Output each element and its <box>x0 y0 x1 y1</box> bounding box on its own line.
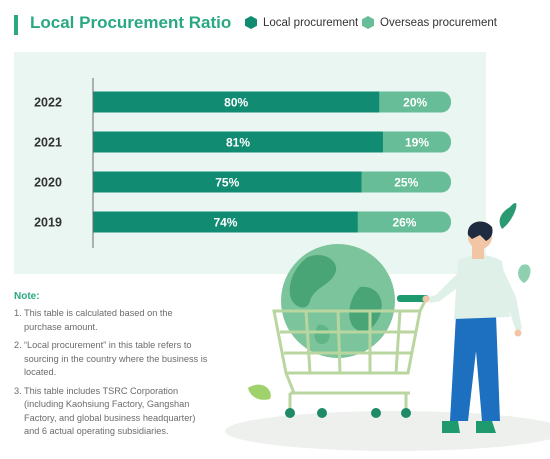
bar-segment-local <box>93 91 380 113</box>
note-item: 1. This table is calculated based on the … <box>14 308 173 332</box>
bar-segment-local <box>93 211 358 233</box>
person-icon <box>422 221 522 433</box>
legend-label-local: Local procurement <box>263 16 359 29</box>
hexagon-dark-icon <box>245 16 257 29</box>
data-label: 75% <box>215 176 239 190</box>
data-label: 80% <box>224 96 248 110</box>
globe-icon <box>281 244 395 358</box>
data-label: 19% <box>405 136 429 150</box>
bar-segment-join <box>379 91 392 113</box>
notes-list: 1. This table is calculated based on the … <box>14 307 209 444</box>
bar-segment-join <box>382 131 395 153</box>
note-item: 2. “Local procurement” in this table refe… <box>14 340 208 377</box>
category-label: 2021 <box>34 136 62 150</box>
bar-segment-overseas <box>357 211 451 233</box>
bar-segment-local <box>93 171 362 193</box>
title-accent-bar <box>14 15 18 35</box>
hexagon-light-icon <box>362 16 374 29</box>
bar-segment-overseas <box>361 171 451 193</box>
bar-segment-local <box>93 131 383 153</box>
data-label: 26% <box>392 216 416 230</box>
bar-segment-overseas <box>379 91 451 113</box>
legend-label-overseas: Overseas procurement <box>380 16 497 29</box>
chart-panel: 2022 80% 20% 2021 81% 19% 2020 75% 25% 2019 74% 26% <box>14 52 486 274</box>
category-label: 2022 <box>34 96 62 110</box>
bar-segment-join <box>357 211 370 233</box>
category-label: 2019 <box>34 216 62 230</box>
note-heading: Note: <box>14 291 40 302</box>
shopping-illustration <box>225 202 550 451</box>
data-label: 74% <box>213 216 237 230</box>
leaf-icon <box>518 264 531 283</box>
leaf-icon <box>248 384 271 400</box>
data-label: 20% <box>403 96 427 110</box>
bar-segment-join <box>361 171 374 193</box>
legend-item-overseas: Overseas procurement <box>362 16 497 29</box>
leaf-icon <box>499 202 517 229</box>
data-label: 81% <box>226 136 250 150</box>
legend-item-local: Local procurement <box>245 16 358 29</box>
stacked-bar-chart: 2022 80% 20% 2021 81% 19% 2020 75% 25% 2019 74% 26% <box>34 78 451 248</box>
chart-title: Local Procurement Ratio <box>30 13 232 32</box>
data-label: 25% <box>394 176 418 190</box>
note-item: 3. This table includes TSRC Corporation (… <box>14 385 196 437</box>
bar-segment-overseas <box>382 131 451 153</box>
category-label: 2020 <box>34 176 62 190</box>
